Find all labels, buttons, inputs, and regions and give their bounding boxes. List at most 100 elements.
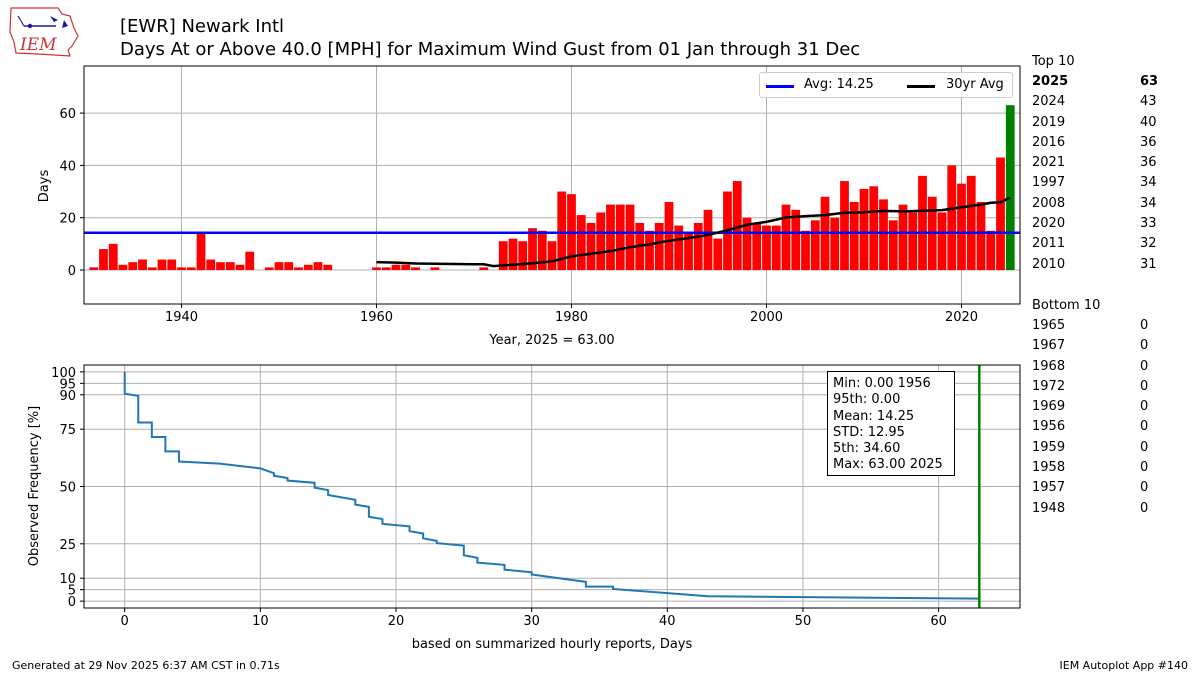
bottom10-year: 1957 xyxy=(1032,480,1066,496)
top10-row: 2019 40 xyxy=(1032,113,1192,133)
year-bar xyxy=(245,251,255,270)
bottom-x-tick-label: 50 xyxy=(795,614,812,629)
bottom-y-tick-label: 0 xyxy=(68,595,76,610)
year-bar xyxy=(606,204,615,270)
year-bar xyxy=(216,262,225,270)
bottom10-value: 0 xyxy=(1140,399,1149,415)
year-bar xyxy=(849,202,859,270)
year-bar xyxy=(693,222,703,270)
bottom10-value: 0 xyxy=(1140,378,1149,394)
bottom10-row: 1958 0 xyxy=(1032,458,1192,478)
top-x-tick-label: 2000 xyxy=(750,310,783,325)
top-y-tick-label: 20 xyxy=(59,212,76,227)
bottom10-row: 1959 0 xyxy=(1032,438,1192,458)
year-bar xyxy=(576,215,586,270)
year-bar xyxy=(957,183,966,270)
top10-year: 2025 xyxy=(1032,74,1069,89)
bottom10-panel: Bottom 10 1965 0 1967 0 1968 0 1972 0 1969 0 1956 0… xyxy=(1032,296,1192,519)
top10-year: 1997 xyxy=(1032,175,1066,191)
bottom10-value: 0 xyxy=(1140,460,1149,476)
bottom10-row: 1968 0 xyxy=(1032,357,1192,377)
bottom-y-tick-label: 90 xyxy=(59,389,76,404)
year-bar xyxy=(840,181,849,270)
bottom10-year: 1968 xyxy=(1032,358,1066,374)
stat-95th: 95th: 0.00 xyxy=(833,392,901,408)
bottom10-value: 0 xyxy=(1140,318,1149,333)
year-bar xyxy=(859,188,869,270)
year-bar xyxy=(801,230,810,270)
bottom-chart-xlabel: based on summarized hourly reports, Days xyxy=(412,637,693,652)
top10-value: 34 xyxy=(1140,175,1157,191)
year-bar xyxy=(264,267,274,270)
bottom-y-tick-label: 50 xyxy=(59,481,76,496)
stat-max: Max: 63.00 2025 xyxy=(833,457,943,473)
year-bar xyxy=(294,267,303,270)
bottom-x-tick-label: 20 xyxy=(388,614,405,629)
avg-legend-swatch xyxy=(766,85,794,88)
year-bar xyxy=(313,262,323,270)
year-bar xyxy=(391,264,401,270)
top10-value: 34 xyxy=(1140,195,1157,211)
year-bar xyxy=(186,267,196,270)
year-bar xyxy=(411,267,420,270)
bottom10-year: 1967 xyxy=(1032,338,1066,354)
bottom10-value: 0 xyxy=(1140,500,1149,516)
top10-row: 2025 63 xyxy=(1032,72,1192,92)
bottom10-row: 1972 0 xyxy=(1032,377,1192,397)
year-bar xyxy=(518,241,528,270)
top10-row: 1997 34 xyxy=(1032,173,1192,193)
year-bar xyxy=(713,238,723,270)
bottom10-value: 0 xyxy=(1140,358,1149,374)
top10-value: 32 xyxy=(1140,236,1157,252)
year-bar xyxy=(381,267,391,270)
year-bar xyxy=(537,230,547,270)
year-bar xyxy=(508,238,518,270)
year-bar xyxy=(830,217,840,270)
top-chart-xlabel: Year, 2025 = 63.00 xyxy=(488,333,614,348)
year-bar xyxy=(1005,105,1015,270)
top10-row: 2024 43 xyxy=(1032,92,1192,112)
top-chart-bars xyxy=(89,105,1015,270)
bottom10-value: 0 xyxy=(1140,439,1149,455)
top10-year: 2019 xyxy=(1032,114,1066,130)
year-bar xyxy=(235,264,245,270)
bottom10-year: 1969 xyxy=(1032,399,1066,415)
bottom10-year: 1972 xyxy=(1032,378,1066,394)
bottom-y-tick-label: 5 xyxy=(68,584,76,599)
bottom-y-tick-label: 25 xyxy=(59,538,76,553)
bottom-x-tick-label: 30 xyxy=(523,614,540,629)
year-bar xyxy=(674,225,684,270)
year-bar xyxy=(947,165,957,270)
year-bar xyxy=(430,267,440,270)
top10-value: 63 xyxy=(1140,74,1159,89)
bottom10-row: 1969 0 xyxy=(1032,397,1192,417)
year-bar xyxy=(645,230,654,270)
top-chart-axes: 1940 1960 1980 2000 2020 0 20 40 60 xyxy=(59,65,1021,325)
year-bar xyxy=(732,181,742,270)
bottom-y-tick-label: 10 xyxy=(59,572,76,587)
top-y-tick-label: 40 xyxy=(59,159,76,174)
year-bar xyxy=(908,212,918,270)
year-bar xyxy=(225,262,235,270)
year-bar xyxy=(528,228,537,270)
year-bar xyxy=(128,262,138,270)
stat-mean: Mean: 14.25 xyxy=(833,408,915,424)
year-bar xyxy=(996,157,1005,270)
top10-panel: Top 10 2025 63 2024 43 2019 40 2016 36 2021 36 199… xyxy=(1032,52,1192,275)
top10-row: 2008 34 xyxy=(1032,194,1192,214)
bottom-y-tick-label: 95 xyxy=(59,377,76,392)
year-bar xyxy=(196,233,206,270)
year-bar xyxy=(664,202,674,270)
year-bar xyxy=(742,217,752,270)
year-bar xyxy=(303,264,313,270)
year-bar xyxy=(479,267,489,270)
avg30-legend-label: 30yr Avg xyxy=(946,77,1004,92)
year-bar xyxy=(625,204,635,270)
bottom-chart-lines xyxy=(123,365,981,608)
app-footer: IEM Autoplot App #140 xyxy=(1059,659,1189,672)
top10-value: 31 xyxy=(1140,256,1157,272)
year-bar xyxy=(557,191,567,270)
bottom10-row: 1965 0 xyxy=(1032,316,1192,336)
top-chart-legend: Avg: 14.25 30yr Avg xyxy=(759,72,1013,98)
bottom-x-tick-label: 10 xyxy=(252,614,269,629)
